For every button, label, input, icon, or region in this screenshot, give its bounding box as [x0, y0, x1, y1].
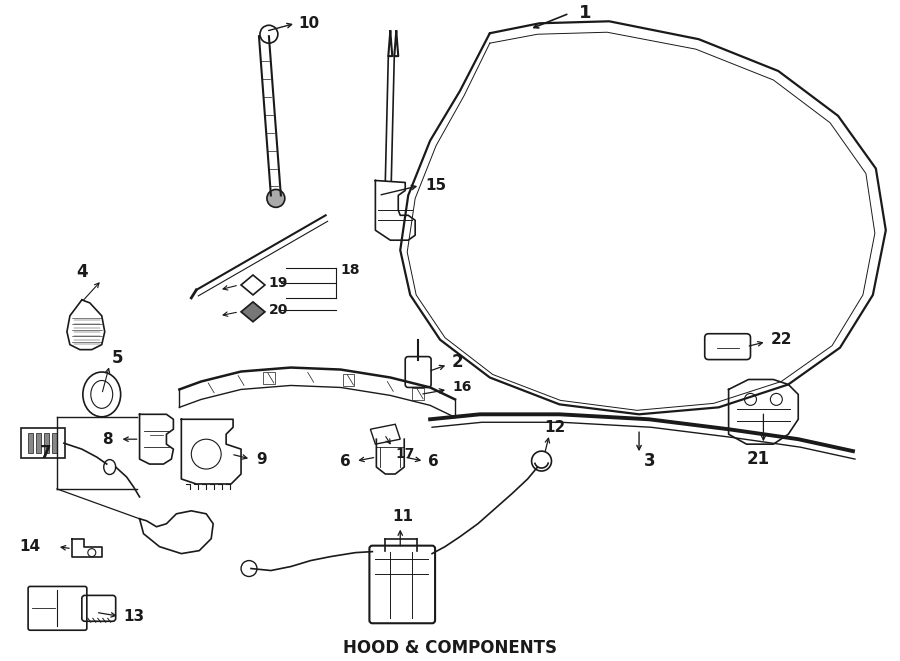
Text: 13: 13: [123, 609, 145, 624]
Text: 9: 9: [256, 451, 266, 467]
Text: 10: 10: [299, 16, 320, 31]
Text: 19: 19: [269, 276, 288, 290]
Text: 15: 15: [425, 178, 446, 193]
Text: 11: 11: [392, 509, 413, 524]
Text: 2: 2: [452, 352, 464, 371]
Bar: [412, 388, 424, 400]
Text: 18: 18: [340, 263, 360, 277]
Text: 7: 7: [40, 444, 51, 462]
Text: 22: 22: [770, 332, 792, 347]
Text: 4: 4: [76, 263, 87, 281]
Bar: [44, 433, 49, 453]
Text: 3: 3: [644, 452, 655, 470]
Text: 12: 12: [544, 420, 566, 435]
Text: 17: 17: [395, 447, 415, 461]
Text: 5: 5: [112, 348, 123, 367]
Polygon shape: [241, 302, 265, 322]
Text: 1: 1: [580, 5, 592, 22]
Text: 21: 21: [746, 450, 769, 468]
Text: 20: 20: [269, 303, 288, 317]
Bar: [343, 374, 355, 386]
Bar: [28, 433, 33, 453]
Text: 6: 6: [340, 453, 350, 469]
Bar: [36, 433, 41, 453]
Circle shape: [267, 190, 284, 208]
Text: 6: 6: [428, 453, 439, 469]
Text: 8: 8: [102, 432, 112, 447]
Text: HOOD & COMPONENTS: HOOD & COMPONENTS: [343, 639, 557, 657]
Text: 14: 14: [19, 539, 40, 554]
Bar: [52, 433, 57, 453]
Text: 16: 16: [452, 381, 472, 395]
Bar: [263, 372, 274, 384]
